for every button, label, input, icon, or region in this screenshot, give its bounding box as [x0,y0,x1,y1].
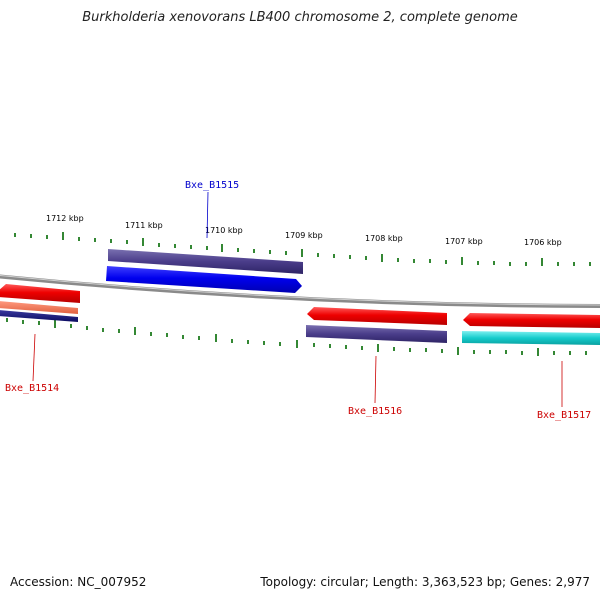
label-leader [374,355,377,404]
gene-track-navy [0,310,78,322]
chromosome-backbone-highlight [0,274,600,306]
scale-label: 1711 kbp [125,221,163,230]
map-title: Burkholderia xenovorans LB400 chromosome… [82,10,518,25]
gene-arrow-red [463,313,600,328]
gene-arrow-blue [106,266,302,293]
inner-tick-ring [6,318,587,356]
gene-bxe-b1517[interactable]: Bxe_B1517 [462,313,600,421]
gene-label: Bxe_B1517 [537,410,591,421]
label-leader [206,191,209,239]
gene-label: Bxe_B1514 [5,383,59,394]
scale-labels: 1712 kbp 1711 kbp 1710 kbp 1709 kbp 1708… [46,214,562,247]
topology-text: Topology: circular; Length: 3,363,523 bp… [260,575,590,589]
scale-label: 1706 kbp [524,238,562,247]
gene-track-cyan [462,331,600,345]
accession-text: Accession: NC_007952 [10,575,147,589]
gene-label: Bxe_B1516 [348,406,402,417]
gene-track-purple [108,249,303,274]
chromosome-backbone [0,274,600,308]
scale-label: 1707 kbp [445,237,483,246]
gene-track-salmon [0,301,78,314]
gene-label: Bxe_B1515 [185,180,239,191]
scale-label: 1710 kbp [205,226,243,235]
gene-arrow-red [0,284,80,303]
gene-bxe-b1516[interactable]: Bxe_B1516 [306,307,447,417]
gene-arrow-red [307,307,447,325]
scale-label: 1712 kbp [46,214,84,223]
gene-bxe-b1514[interactable]: Bxe_B1514 [0,284,80,394]
label-leader [32,333,36,382]
outer-tick-ring [14,232,591,266]
scale-label: 1709 kbp [285,231,323,240]
scale-label: 1708 kbp [365,234,403,243]
gene-bxe-b1515[interactable]: Bxe_B1515 [106,180,303,293]
gene-track-purple [306,325,447,343]
